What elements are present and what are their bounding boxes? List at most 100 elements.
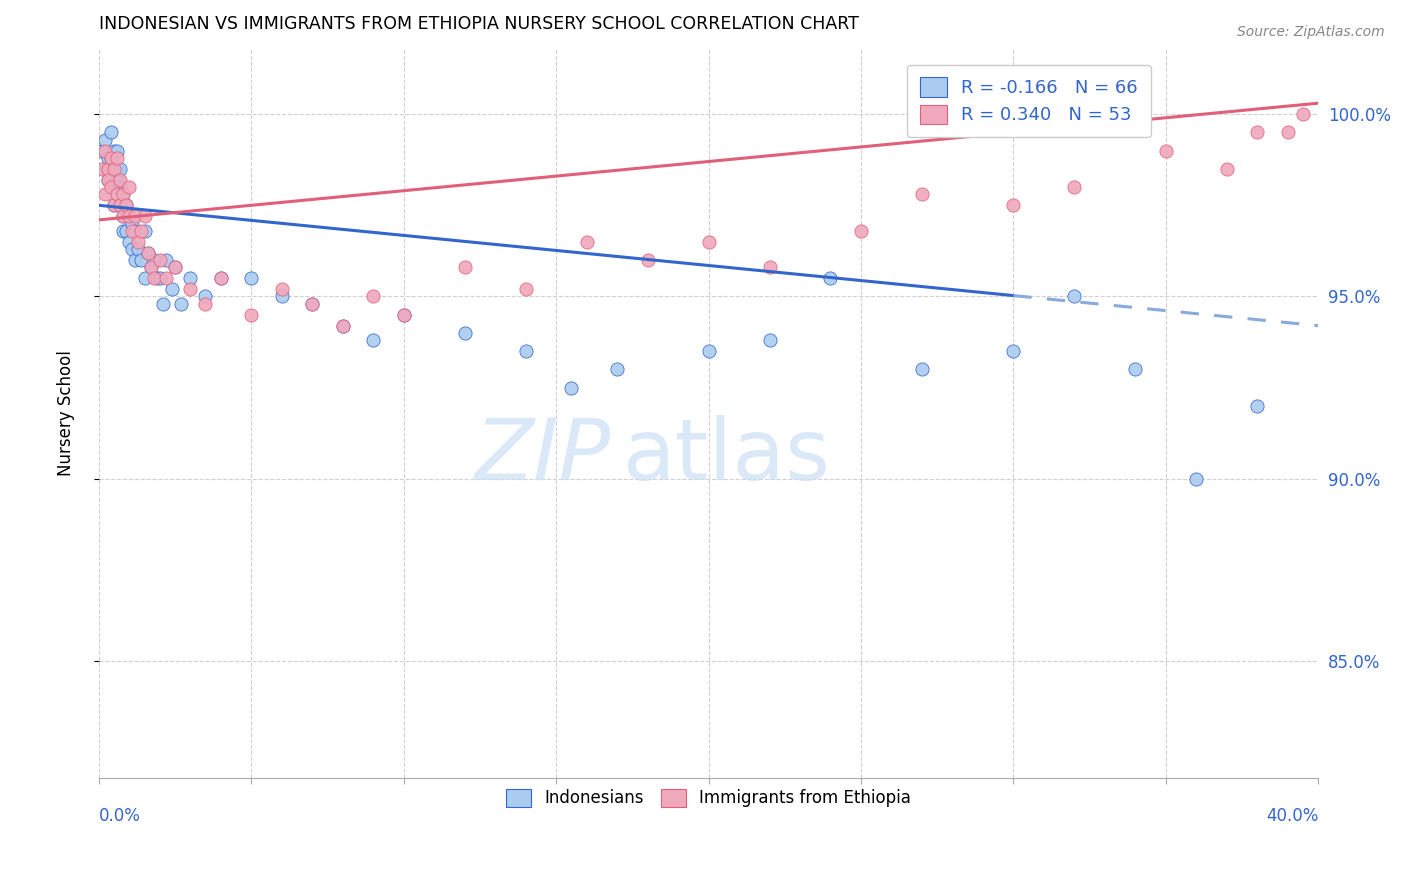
Point (100, 180, 122, 194)
Point (115, 198, 138, 212)
Point (145, 271, 167, 285)
Point (1292, 107, 1315, 121)
Point (112, 187, 135, 202)
Point (270, 289, 292, 303)
Point (108, 173, 131, 187)
Point (194, 289, 217, 303)
Point (1185, 472, 1208, 486)
Point (118, 235, 141, 249)
Point (1246, 399, 1268, 413)
Y-axis label: Nursery School: Nursery School (58, 351, 75, 476)
Point (560, 381, 582, 395)
Point (179, 282, 201, 296)
Point (105, 144, 128, 158)
Point (637, 252, 659, 267)
Point (124, 224, 146, 238)
Point (103, 161, 125, 176)
Point (108, 161, 131, 176)
Point (103, 198, 125, 212)
Point (149, 252, 172, 267)
Point (332, 318, 354, 333)
Point (112, 224, 135, 238)
Point (820, 271, 842, 285)
Point (194, 297, 217, 311)
Point (163, 260, 186, 275)
Point (392, 308, 415, 322)
Point (124, 252, 146, 267)
Point (105, 173, 128, 187)
Point (121, 242, 143, 256)
Point (100, 173, 122, 187)
Point (152, 297, 174, 311)
Text: 40.0%: 40.0% (1265, 807, 1319, 825)
Point (1154, 144, 1177, 158)
Point (209, 271, 232, 285)
Point (121, 224, 143, 238)
Point (118, 209, 141, 223)
Point (697, 235, 720, 249)
Point (911, 187, 934, 202)
Point (1216, 161, 1239, 176)
Point (301, 297, 323, 311)
Point (108, 180, 131, 194)
Point (139, 260, 162, 275)
Point (1063, 289, 1085, 303)
Point (97, 161, 120, 176)
Point (100, 125, 122, 139)
Point (94, 144, 117, 158)
Point (575, 235, 598, 249)
Text: atlas: atlas (623, 416, 831, 499)
Point (1277, 125, 1299, 139)
Point (118, 180, 141, 194)
Point (163, 260, 186, 275)
Point (134, 224, 156, 238)
Text: ZIP: ZIP (475, 416, 612, 499)
Point (94, 133, 117, 147)
Point (115, 198, 138, 212)
Point (136, 245, 159, 260)
Text: 0.0%: 0.0% (98, 807, 141, 825)
Text: INDONESIAN VS IMMIGRANTS FROM ETHIOPIA NURSERY SCHOOL CORRELATION CHART: INDONESIAN VS IMMIGRANTS FROM ETHIOPIA N… (98, 15, 859, 33)
Point (301, 297, 323, 311)
Point (758, 260, 780, 275)
Point (112, 209, 135, 223)
Point (332, 318, 354, 333)
Point (697, 344, 720, 359)
Point (1125, 362, 1147, 376)
Point (105, 187, 128, 202)
Point (105, 151, 128, 165)
Point (124, 209, 146, 223)
Point (90, 144, 112, 158)
Point (97, 173, 120, 187)
Point (606, 362, 628, 376)
Point (94, 187, 117, 202)
Point (1002, 198, 1025, 212)
Point (103, 180, 125, 194)
Point (97, 151, 120, 165)
Point (127, 235, 149, 249)
Point (453, 326, 475, 340)
Point (103, 161, 125, 176)
Legend: Indonesians, Immigrants from Ethiopia: Indonesians, Immigrants from Ethiopia (494, 775, 924, 821)
Point (240, 271, 263, 285)
Point (155, 252, 177, 267)
Point (361, 289, 384, 303)
Point (131, 224, 153, 238)
Text: Source: ZipAtlas.com: Source: ZipAtlas.com (1237, 25, 1385, 39)
Point (515, 344, 537, 359)
Point (108, 198, 131, 212)
Point (108, 198, 131, 212)
Point (270, 282, 292, 296)
Point (103, 198, 125, 212)
Point (142, 271, 165, 285)
Point (115, 224, 138, 238)
Point (127, 242, 149, 256)
Point (911, 362, 934, 376)
Point (100, 151, 122, 165)
Point (136, 245, 159, 260)
Point (103, 144, 125, 158)
Point (134, 271, 156, 285)
Point (453, 260, 475, 275)
Point (1002, 344, 1025, 359)
Point (515, 282, 537, 296)
